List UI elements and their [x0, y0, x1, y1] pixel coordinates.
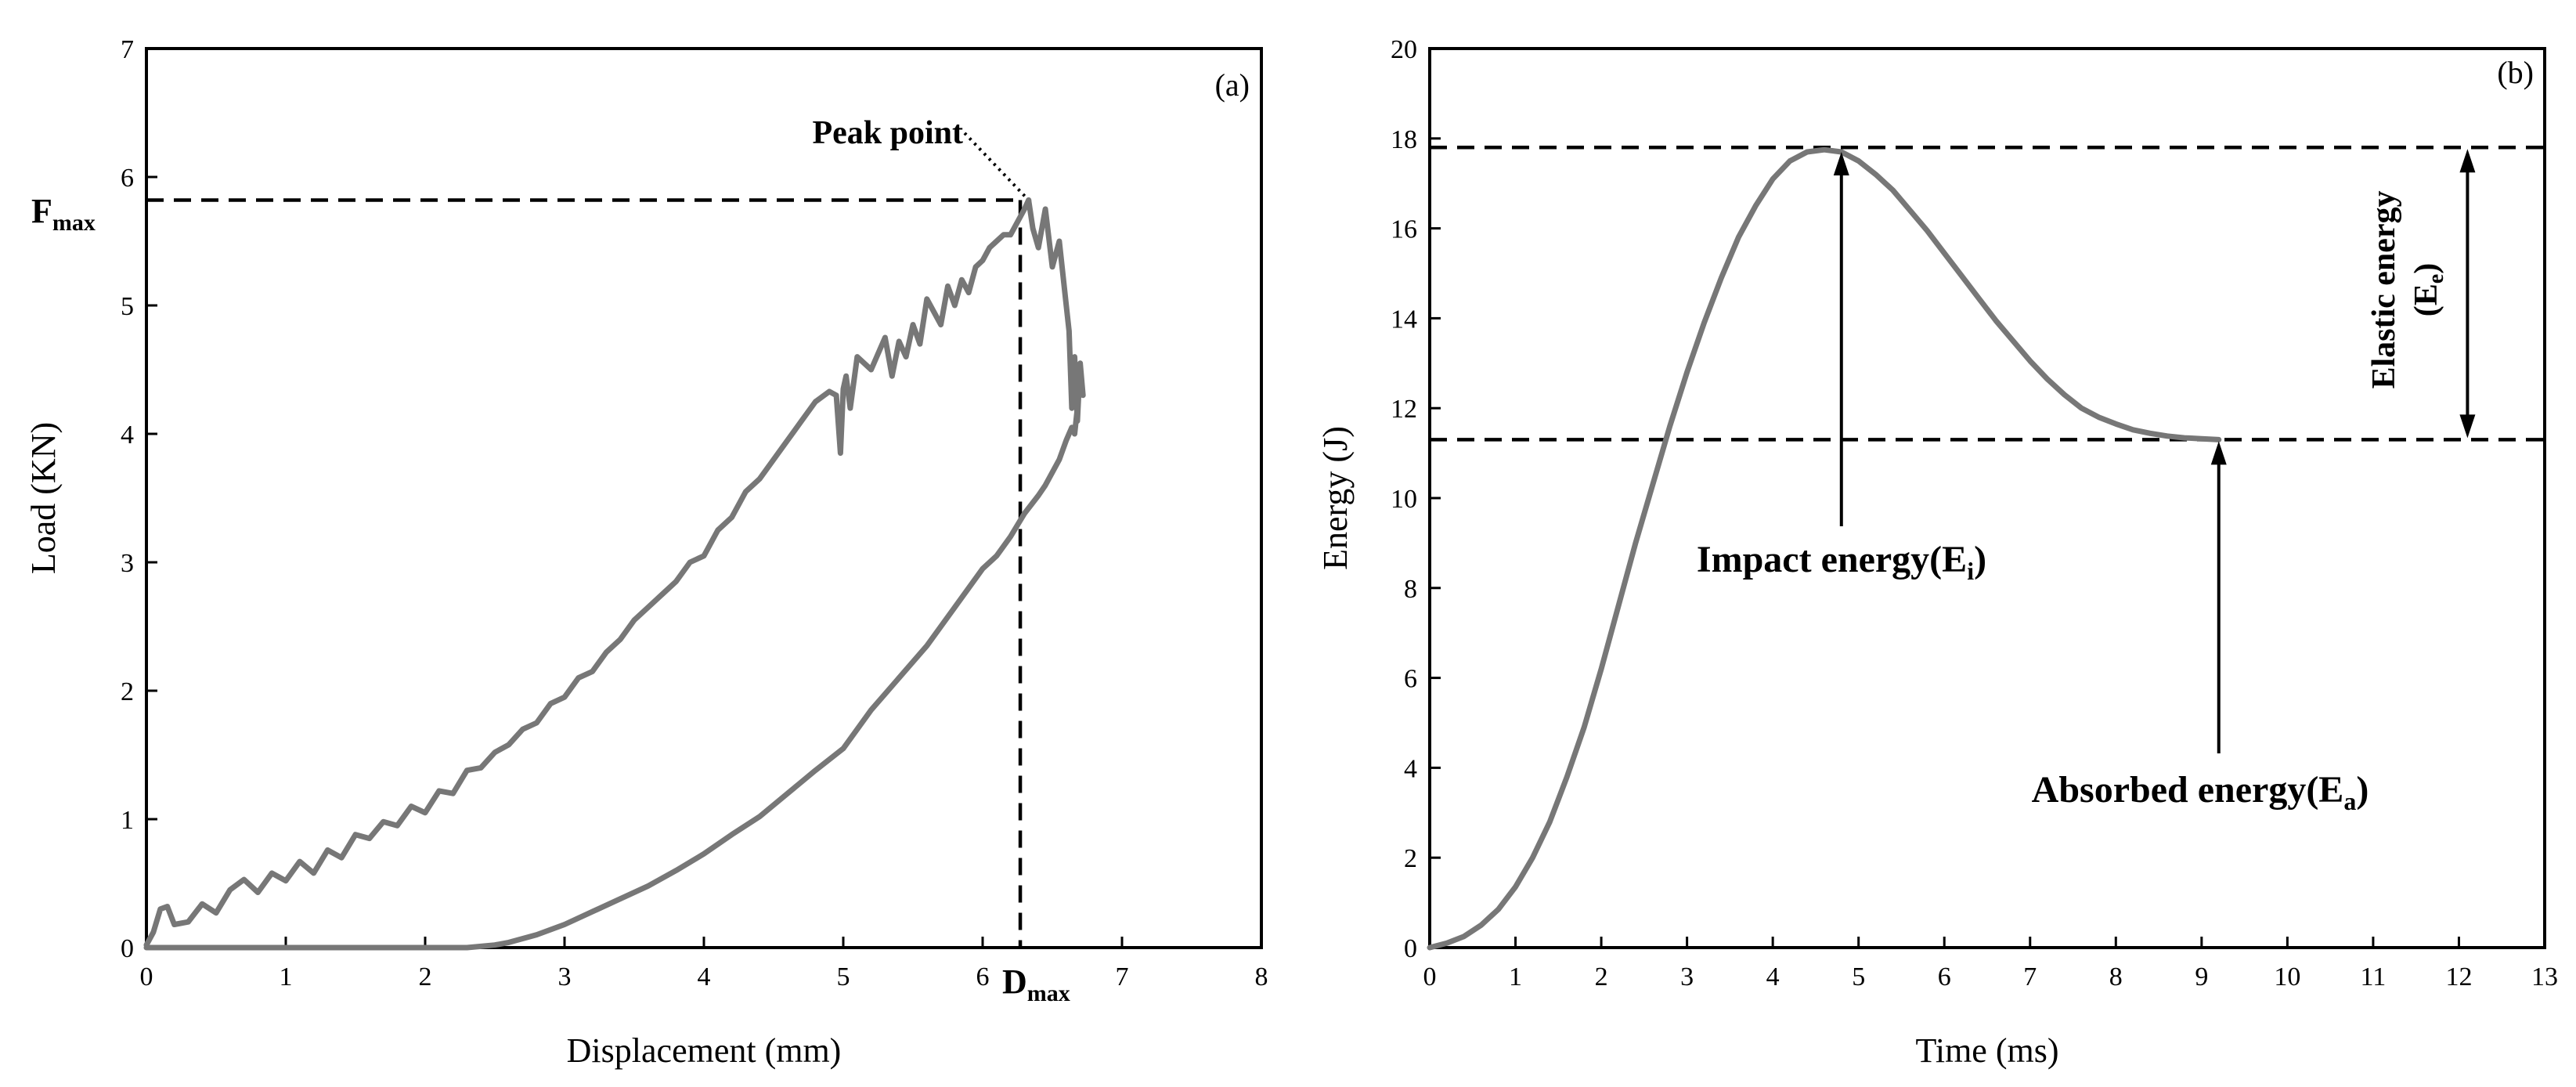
a-x-tick-label: 3: [558, 962, 572, 991]
a-x-tick-label: 8: [1255, 962, 1268, 991]
loading-curve: [143, 197, 1032, 948]
b-y-tick-label: 12: [1391, 395, 1417, 424]
b-y-tick-label: 18: [1391, 125, 1417, 154]
a-x-tick-label: 0: [140, 962, 153, 991]
absorbed-energy-label-sub: a: [2343, 787, 2356, 815]
panel-b-y-tick-labels: 0 2 4 6 8 10 12 14 16 18 20: [1391, 35, 1417, 963]
elastic-energy-arrowhead-bottom: [2459, 414, 2476, 439]
panel-b-x-tick-labels: 0 1 2 3 4 5 6 7 8 9 10 11 12 13: [1423, 962, 2559, 991]
a-x-tick-label: 4: [698, 962, 711, 991]
b-x-tick-label: 10: [2274, 962, 2300, 991]
dmax-label: Dmax: [1002, 962, 1070, 1006]
b-y-tick-label: 10: [1391, 485, 1417, 514]
peak-point-leader-line: [963, 132, 1030, 201]
b-x-tick-label: 2: [1595, 962, 1608, 991]
impact-energy-label-main: Impact energy(E: [1697, 539, 1967, 580]
panel-b-frame: [1428, 47, 2546, 949]
elastic-energy-label-line1: Elastic energy: [2366, 190, 2402, 388]
absorbed-energy-label-end: ): [2356, 769, 2369, 811]
impact-energy-label: Impact energy(Ei): [1697, 539, 1986, 585]
elastic-energy-arrowhead-top: [2459, 149, 2476, 173]
panel-a-x-tick-labels: 0 1 2 3 4 5 6 7 8: [140, 962, 1268, 991]
b-y-tick-label: 2: [1404, 844, 1417, 873]
b-y-tick-label: 8: [1404, 575, 1417, 604]
b-x-tick-label: 8: [2109, 962, 2123, 991]
panel-a: 0 1 2 3 4 5 6 7 8 0 1 2 3 4 5 6 7 Displacement (mm) Loa…: [24, 35, 1268, 1070]
a-y-tick-label: 6: [121, 164, 134, 193]
panel-a-frame: [145, 47, 1263, 949]
dmax-label-main: D: [1002, 962, 1027, 1001]
a-x-tick-label: 1: [280, 962, 293, 991]
b-x-tick-label: 6: [1938, 962, 1951, 991]
b-y-tick-label: 4: [1404, 754, 1417, 783]
elastic-energy-label: Elastic energy (Ee): [2366, 190, 2448, 388]
b-y-tick-label: 0: [1404, 934, 1417, 963]
b-x-tick-label: 13: [2531, 962, 2558, 991]
impact-energy-label-sub: i: [1967, 557, 1974, 585]
a-y-tick-label: 4: [121, 421, 134, 450]
elastic-energy-label-line2-end: ): [2408, 263, 2444, 274]
b-x-tick-label: 11: [2361, 962, 2387, 991]
dmax-label-sub: max: [1027, 980, 1070, 1006]
a-y-tick-label: 3: [121, 549, 134, 578]
absorbed-energy-label: Absorbed energy(Ea): [2032, 769, 2369, 815]
fmax-label-main: F: [31, 192, 52, 230]
b-y-tick-label: 20: [1391, 35, 1417, 64]
b-x-tick-label: 3: [1680, 962, 1694, 991]
impact-energy-arrowhead: [1833, 152, 1849, 176]
panel-a-y-axis-label: Load (KN): [24, 422, 63, 574]
a-x-tick-label: 5: [837, 962, 850, 991]
panel-b-ticks: [1428, 47, 2546, 949]
b-x-tick-label: 0: [1423, 962, 1437, 991]
fmax-label: Fmax: [31, 192, 96, 236]
a-x-tick-label: 6: [976, 962, 990, 991]
energy-curve: [1427, 146, 2222, 951]
b-x-tick-label: 7: [2023, 962, 2037, 991]
absorbed-energy-label-main: Absorbed energy(E: [2032, 769, 2344, 811]
a-y-tick-label: 2: [121, 677, 134, 706]
a-y-tick-label: 5: [121, 292, 134, 321]
panel-b-label: (b): [2497, 55, 2534, 90]
panel-a-y-tick-labels: 0 1 2 3 4 5 6 7: [121, 35, 134, 963]
a-y-tick-label: 7: [121, 35, 134, 64]
impact-energy-label-end: ): [1974, 539, 1986, 580]
peak-point-label: Peak point: [812, 115, 963, 151]
b-y-tick-label: 16: [1391, 215, 1417, 244]
b-x-tick-label: 12: [2445, 962, 2472, 991]
b-y-tick-label: 14: [1391, 305, 1417, 334]
panel-a-label: (a): [1215, 67, 1250, 103]
fmax-label-sub: max: [52, 210, 96, 236]
panel-b-y-axis-label: Energy (J): [1316, 426, 1355, 570]
panel-a-ticks: [145, 47, 1263, 949]
b-x-tick-label: 1: [1509, 962, 1522, 991]
b-y-tick-label: 6: [1404, 665, 1417, 694]
panel-b-x-axis-label: Time (ms): [1916, 1031, 2059, 1070]
b-x-tick-label: 9: [2195, 962, 2208, 991]
b-x-tick-label: 5: [1852, 962, 1865, 991]
a-x-tick-label: 7: [1116, 962, 1129, 991]
absorbed-energy-arrowhead: [2210, 441, 2227, 465]
elastic-energy-label-line2-sub: e: [2424, 274, 2448, 283]
elastic-energy-label-line2-main: (E: [2408, 283, 2444, 316]
a-y-tick-label: 1: [121, 806, 134, 835]
a-x-tick-label: 2: [419, 962, 432, 991]
panel-a-x-axis-label: Displacement (mm): [567, 1031, 842, 1070]
a-y-tick-label: 0: [121, 934, 134, 963]
elastic-energy-label-line2: (Ee): [2408, 263, 2448, 316]
unloading-curve: [143, 197, 1086, 951]
b-x-tick-label: 4: [1766, 962, 1780, 991]
